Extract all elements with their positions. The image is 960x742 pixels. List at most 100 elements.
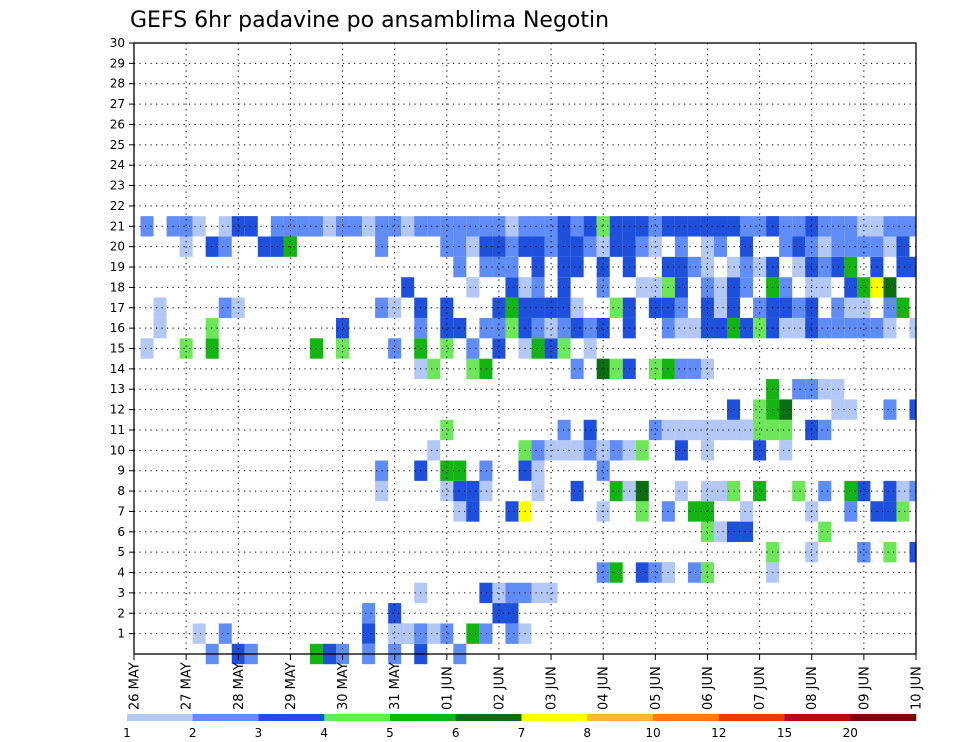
x-tick-label: 01 JUN <box>440 666 455 710</box>
heatmap-cell <box>779 236 793 257</box>
heatmap-cell <box>570 480 584 502</box>
heatmap-cell <box>218 216 232 237</box>
y-tick-label: 23 <box>110 179 125 193</box>
heatmap-cell <box>818 317 832 339</box>
heatmap-cell <box>153 317 167 339</box>
heatmap-cell <box>440 460 454 481</box>
heatmap-cell <box>505 623 519 644</box>
heatmap-cell <box>570 236 584 257</box>
heatmap-cell <box>362 603 376 624</box>
heatmap-cell <box>700 277 714 298</box>
y-tick-label: 14 <box>110 362 125 376</box>
heatmap-cell <box>740 419 754 441</box>
heatmap-cell <box>531 216 545 237</box>
heatmap-cell <box>531 440 545 461</box>
heatmap-cell <box>687 358 701 380</box>
heatmap-cell <box>713 277 728 298</box>
heatmap-cell <box>349 216 363 237</box>
heatmap-cell <box>583 338 597 359</box>
heatmap-cell <box>531 460 545 481</box>
x-tick-label: 06 JUN <box>701 666 716 710</box>
heatmap-cell <box>583 317 597 339</box>
heatmap-cell <box>440 338 454 359</box>
heatmap-cell <box>453 480 467 502</box>
heatmap-cell <box>570 440 584 461</box>
heatmap-cell <box>818 277 832 298</box>
heatmap-cell <box>544 582 558 604</box>
legend-label: 12 <box>711 726 726 740</box>
x-tick-label: 29 MAY <box>284 662 299 710</box>
grid-lines <box>134 42 916 654</box>
heatmap-cell <box>596 216 610 237</box>
heatmap-cell <box>440 623 454 644</box>
heatmap-cell <box>440 480 454 502</box>
heatmap-cell <box>740 256 754 278</box>
heatmap-cell <box>583 419 597 441</box>
heatmap-cell <box>792 297 806 318</box>
heatmap-cell <box>492 603 506 624</box>
heatmap-cell <box>753 480 767 502</box>
heatmap-cell <box>231 216 245 237</box>
heatmap-cell <box>753 256 767 278</box>
heatmap-cell <box>740 236 754 257</box>
heatmap-cell <box>531 256 545 278</box>
x-tick-label: 27 MAY <box>180 662 195 710</box>
heatmap-cell <box>740 277 754 298</box>
heatmap-cell <box>883 297 897 318</box>
heatmap-cell <box>779 216 793 237</box>
heatmap-cell <box>831 297 845 318</box>
heatmap-cell <box>453 460 467 481</box>
heatmap-cell <box>218 297 232 318</box>
x-tick-label: 10 JUN <box>910 666 925 710</box>
heatmap-cell <box>505 501 519 522</box>
x-tick-label: 08 JUN <box>805 666 820 710</box>
heatmap-cell <box>492 216 506 237</box>
y-tick-label: 6 <box>117 525 125 539</box>
heatmap-cell <box>192 623 206 644</box>
heatmap-cell <box>453 256 467 278</box>
heatmap-cell <box>818 379 832 400</box>
heatmap-cell <box>479 480 493 502</box>
heatmap-cell <box>635 277 649 298</box>
heatmap-cell <box>909 399 916 420</box>
heatmap-cell <box>283 216 297 237</box>
legend-swatch <box>390 714 457 721</box>
x-tick-label: 31 MAY <box>388 662 403 710</box>
heatmap-cell <box>831 379 845 400</box>
heatmap-cell <box>883 399 897 420</box>
heatmap-cell <box>818 419 832 441</box>
x-tick-label: 05 JUN <box>649 666 664 710</box>
heatmap-cell <box>635 216 649 237</box>
heatmap-cell <box>609 216 623 237</box>
heatmap-cell <box>844 480 858 502</box>
heatmap-cell <box>844 501 858 522</box>
legend-label: 5 <box>386 726 394 740</box>
heatmap-cell <box>674 297 688 318</box>
heatmap-cell <box>883 236 897 257</box>
heatmap-cell <box>896 216 910 237</box>
heatmap-cell <box>505 603 519 624</box>
heatmap-cell <box>740 521 754 542</box>
heatmap-cell <box>505 317 519 339</box>
heatmap-cell <box>648 419 662 441</box>
heatmap-cell <box>388 216 402 237</box>
y-tick-label: 4 <box>117 566 125 580</box>
heatmap-cell <box>492 256 506 278</box>
heatmap-cell <box>479 358 493 380</box>
heatmap-cell <box>792 379 806 400</box>
heatmap-cell <box>857 317 871 339</box>
legend-label: 10 <box>645 726 660 740</box>
y-tick-label: 9 <box>117 464 125 478</box>
heatmap-cell <box>831 256 845 278</box>
heatmap-cell <box>753 399 767 420</box>
heatmap-cell <box>687 256 701 278</box>
y-tick-label: 3 <box>117 586 125 600</box>
heatmap-cell <box>570 216 584 237</box>
legend-label: 1 <box>123 726 131 740</box>
heatmap-cell <box>779 440 793 461</box>
heatmap-cell <box>792 317 806 339</box>
heatmap-cell <box>792 236 806 257</box>
heatmap-cell <box>700 562 714 583</box>
y-tick-label: 17 <box>110 301 125 315</box>
heatmap-cell <box>713 521 728 542</box>
